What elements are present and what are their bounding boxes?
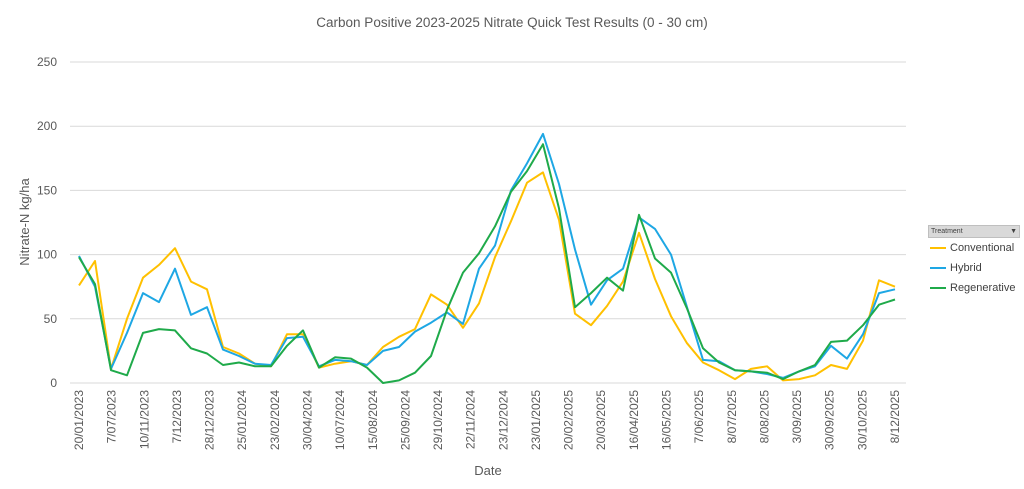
x-axis-label: Date	[474, 463, 501, 478]
legend-item-conventional[interactable]: Conventional	[928, 238, 1020, 258]
y-tick-label: 250	[37, 55, 57, 69]
legend-swatch	[930, 247, 946, 249]
x-tick-label: 7/12/2023	[170, 390, 184, 444]
x-tick-label: 20/01/2023	[72, 390, 86, 450]
x-tick-labels: 20/01/2023 7/07/2023 10/11/2023 7/12/2023 28…	[72, 390, 902, 450]
legend-label: Hybrid	[950, 262, 982, 274]
x-tick-label: 23/02/2024	[268, 390, 282, 450]
y-tick-label: 50	[44, 312, 58, 326]
series-lines	[78, 132, 896, 384]
x-tick-label: 28/12/2023	[203, 390, 217, 450]
x-tick-label: 3/09/2025	[790, 390, 804, 444]
x-tick-label: 10/07/2024	[333, 390, 347, 450]
legend-title: Treatment	[931, 228, 963, 235]
chart-title: Carbon Positive 2023-2025 Nitrate Quick …	[316, 15, 707, 30]
gridlines	[70, 61, 906, 384]
x-tick-label: 25/09/2024	[398, 390, 412, 450]
series-line-hybrid	[78, 132, 896, 379]
legend-swatch	[930, 287, 946, 289]
legend-filter-dropdown[interactable]: Treatment ▼	[928, 225, 1020, 238]
x-tick-label: 8/07/2025	[725, 390, 739, 444]
x-tick-label: 8/12/2025	[888, 390, 902, 444]
legend-items: Conventional Hybrid Regenerative	[928, 238, 1020, 298]
x-tick-label: 16/05/2025	[660, 390, 674, 450]
y-tick-label: 150	[37, 183, 57, 197]
legend-label: Regenerative	[950, 282, 1016, 294]
series-line-regenerative	[78, 143, 896, 384]
x-tick-label: 30/10/2025	[855, 390, 869, 450]
x-tick-label: 7/07/2023	[105, 390, 119, 444]
x-tick-label: 25/01/2024	[235, 390, 249, 450]
x-tick-label: 30/04/2024	[300, 390, 314, 450]
y-tick-label: 0	[50, 376, 57, 390]
y-tick-labels: 0 50 100 150 200 250	[37, 55, 57, 390]
x-tick-label: 20/02/2025	[562, 390, 576, 450]
x-tick-label: 23/12/2024	[496, 390, 510, 450]
x-tick-label: 7/06/2025	[692, 390, 706, 444]
x-tick-label: 23/01/2025	[529, 390, 543, 450]
x-tick-label: 8/08/2025	[757, 390, 771, 444]
x-tick-label: 15/08/2024	[366, 390, 380, 450]
legend-item-hybrid[interactable]: Hybrid	[928, 258, 1020, 278]
x-tick-label: 20/03/2025	[594, 390, 608, 450]
legend: Treatment ▼ Conventional Hybrid Regenerati…	[928, 225, 1020, 298]
x-tick-label: 22/11/2024	[464, 390, 478, 449]
legend-label: Conventional	[950, 242, 1015, 254]
x-tick-label: 29/10/2024	[431, 390, 445, 450]
x-tick-label: 30/09/2025	[823, 390, 837, 450]
y-tick-label: 200	[37, 119, 57, 133]
y-axis-label: Nitrate-N kg/ha	[17, 178, 32, 266]
series-line-conventional	[78, 171, 896, 382]
dropdown-arrow-icon: ▼	[1010, 228, 1017, 235]
y-tick-label: 100	[37, 248, 57, 262]
legend-item-regenerative[interactable]: Regenerative	[928, 278, 1020, 298]
x-tick-label: 16/04/2025	[627, 390, 641, 450]
legend-swatch	[930, 267, 946, 269]
x-tick-label: 10/11/2023	[137, 390, 151, 449]
